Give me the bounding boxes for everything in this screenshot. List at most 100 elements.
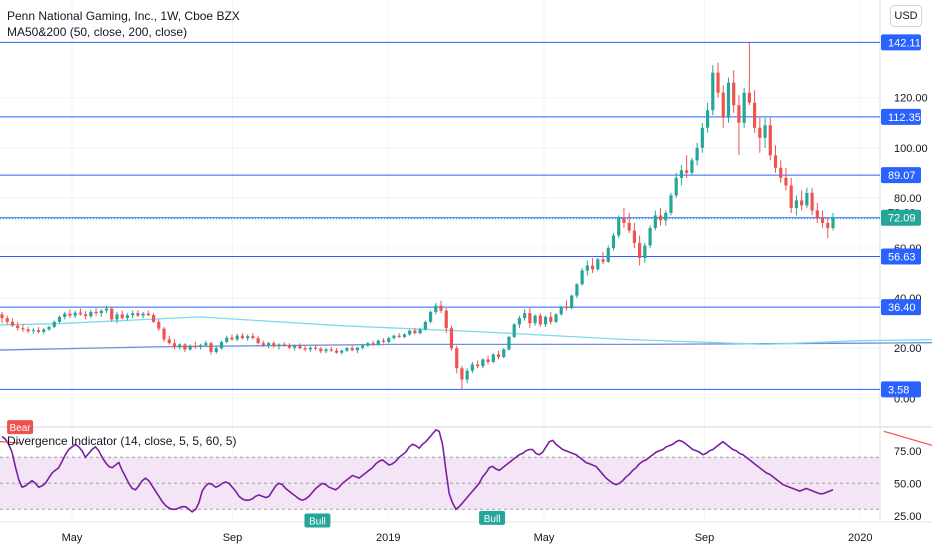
candle-body <box>157 321 161 329</box>
candle-body <box>178 344 182 347</box>
candle-body <box>183 344 187 350</box>
candle-body <box>235 335 239 340</box>
candle-body <box>366 343 370 346</box>
chart-title: Penn National Gaming, Inc., 1W, Cboe BZX <box>7 9 240 23</box>
candle-body <box>815 210 819 218</box>
candle-body <box>721 92 725 118</box>
candle-body <box>151 315 156 322</box>
candle-body <box>831 217 835 228</box>
divergence-line <box>883 430 932 446</box>
candle-body <box>136 313 140 316</box>
level-price-label-box <box>881 299 921 316</box>
candle-body <box>199 345 203 347</box>
candle-body <box>638 242 642 259</box>
candle-body <box>784 177 788 186</box>
candle-body <box>392 335 396 339</box>
candle-body <box>564 306 569 309</box>
candle-body <box>42 329 46 332</box>
candle-body <box>214 348 218 352</box>
candle-body <box>397 335 401 337</box>
candle-body <box>690 160 694 173</box>
candle-body <box>0 314 4 319</box>
candle-body <box>167 339 171 344</box>
candle-body <box>543 316 548 325</box>
candle-body <box>63 313 67 317</box>
candle-body <box>131 313 135 316</box>
ma200-line <box>0 342 932 351</box>
candle-body <box>329 349 333 351</box>
candle-body <box>664 212 668 221</box>
oscillator-line <box>1 429 834 513</box>
candle-body <box>204 343 208 346</box>
bear-signal-box <box>7 420 34 435</box>
candle-body <box>303 348 307 350</box>
candle-body <box>413 330 417 334</box>
bear-signal-label: Bear <box>10 423 32 434</box>
bull-signal-box <box>479 510 506 525</box>
candle-body <box>324 349 328 352</box>
candle-body <box>272 343 276 347</box>
candle-body <box>695 147 699 161</box>
candle-body <box>648 227 652 246</box>
candle-body <box>575 284 579 296</box>
price-axis-tick: 80.00 <box>894 193 922 205</box>
candle-body <box>507 336 511 350</box>
level-price-label: 36.40 <box>888 302 916 314</box>
candle-body <box>820 217 825 223</box>
candle-body <box>261 343 265 346</box>
candle-body <box>115 314 119 320</box>
candle-body <box>125 315 130 319</box>
candle-body <box>538 315 542 325</box>
time-axis-tick: Sep <box>695 532 715 544</box>
candle-body <box>465 370 469 380</box>
time-axis-tick: May <box>534 532 555 544</box>
candle-body <box>481 359 485 367</box>
candle-body <box>428 311 433 322</box>
candle-body <box>319 348 323 352</box>
candle-body <box>230 337 234 340</box>
candle-body <box>658 215 663 221</box>
candle-body <box>554 314 558 322</box>
candle-body <box>251 336 255 339</box>
candle-body <box>726 82 731 118</box>
candle-body <box>779 167 783 178</box>
candle-body <box>10 321 15 326</box>
candle-body <box>674 177 678 196</box>
candle-body <box>120 314 124 319</box>
candle-body <box>669 195 673 213</box>
candle-body <box>758 127 762 138</box>
level-price-label-box <box>881 167 921 184</box>
candle-body <box>606 248 610 262</box>
candle-body <box>643 245 647 259</box>
price-axis-tick: 100.00 <box>894 143 928 155</box>
level-price-label: 142.11 <box>888 37 921 49</box>
candle-body <box>266 343 271 346</box>
candle-body <box>476 364 480 367</box>
candle-body <box>705 110 710 128</box>
candle-body <box>716 72 720 93</box>
level-price-label: 56.63 <box>888 251 916 263</box>
candle-body <box>585 265 589 271</box>
osc-axis-tick: 50.00 <box>894 478 922 490</box>
candle-body <box>627 222 631 231</box>
candle-body <box>517 318 522 325</box>
time-axis-tick: 2019 <box>376 532 400 544</box>
candle-body <box>334 350 339 353</box>
candle-body <box>742 92 746 123</box>
candle-body <box>753 102 757 128</box>
candle-body <box>256 338 260 344</box>
osc-axis-tick: 25.00 <box>894 511 922 523</box>
candle-body <box>763 125 767 138</box>
candle-body <box>732 82 736 106</box>
candle-body <box>350 348 354 351</box>
candle-body <box>89 311 93 317</box>
candle-body <box>523 313 527 319</box>
currency-button[interactable]: USD <box>890 5 922 27</box>
candle-body <box>449 328 454 349</box>
time-axis-tick: 2020 <box>848 532 872 544</box>
candle-body <box>491 354 495 362</box>
candle-body <box>460 368 464 380</box>
candle-body <box>533 315 537 324</box>
